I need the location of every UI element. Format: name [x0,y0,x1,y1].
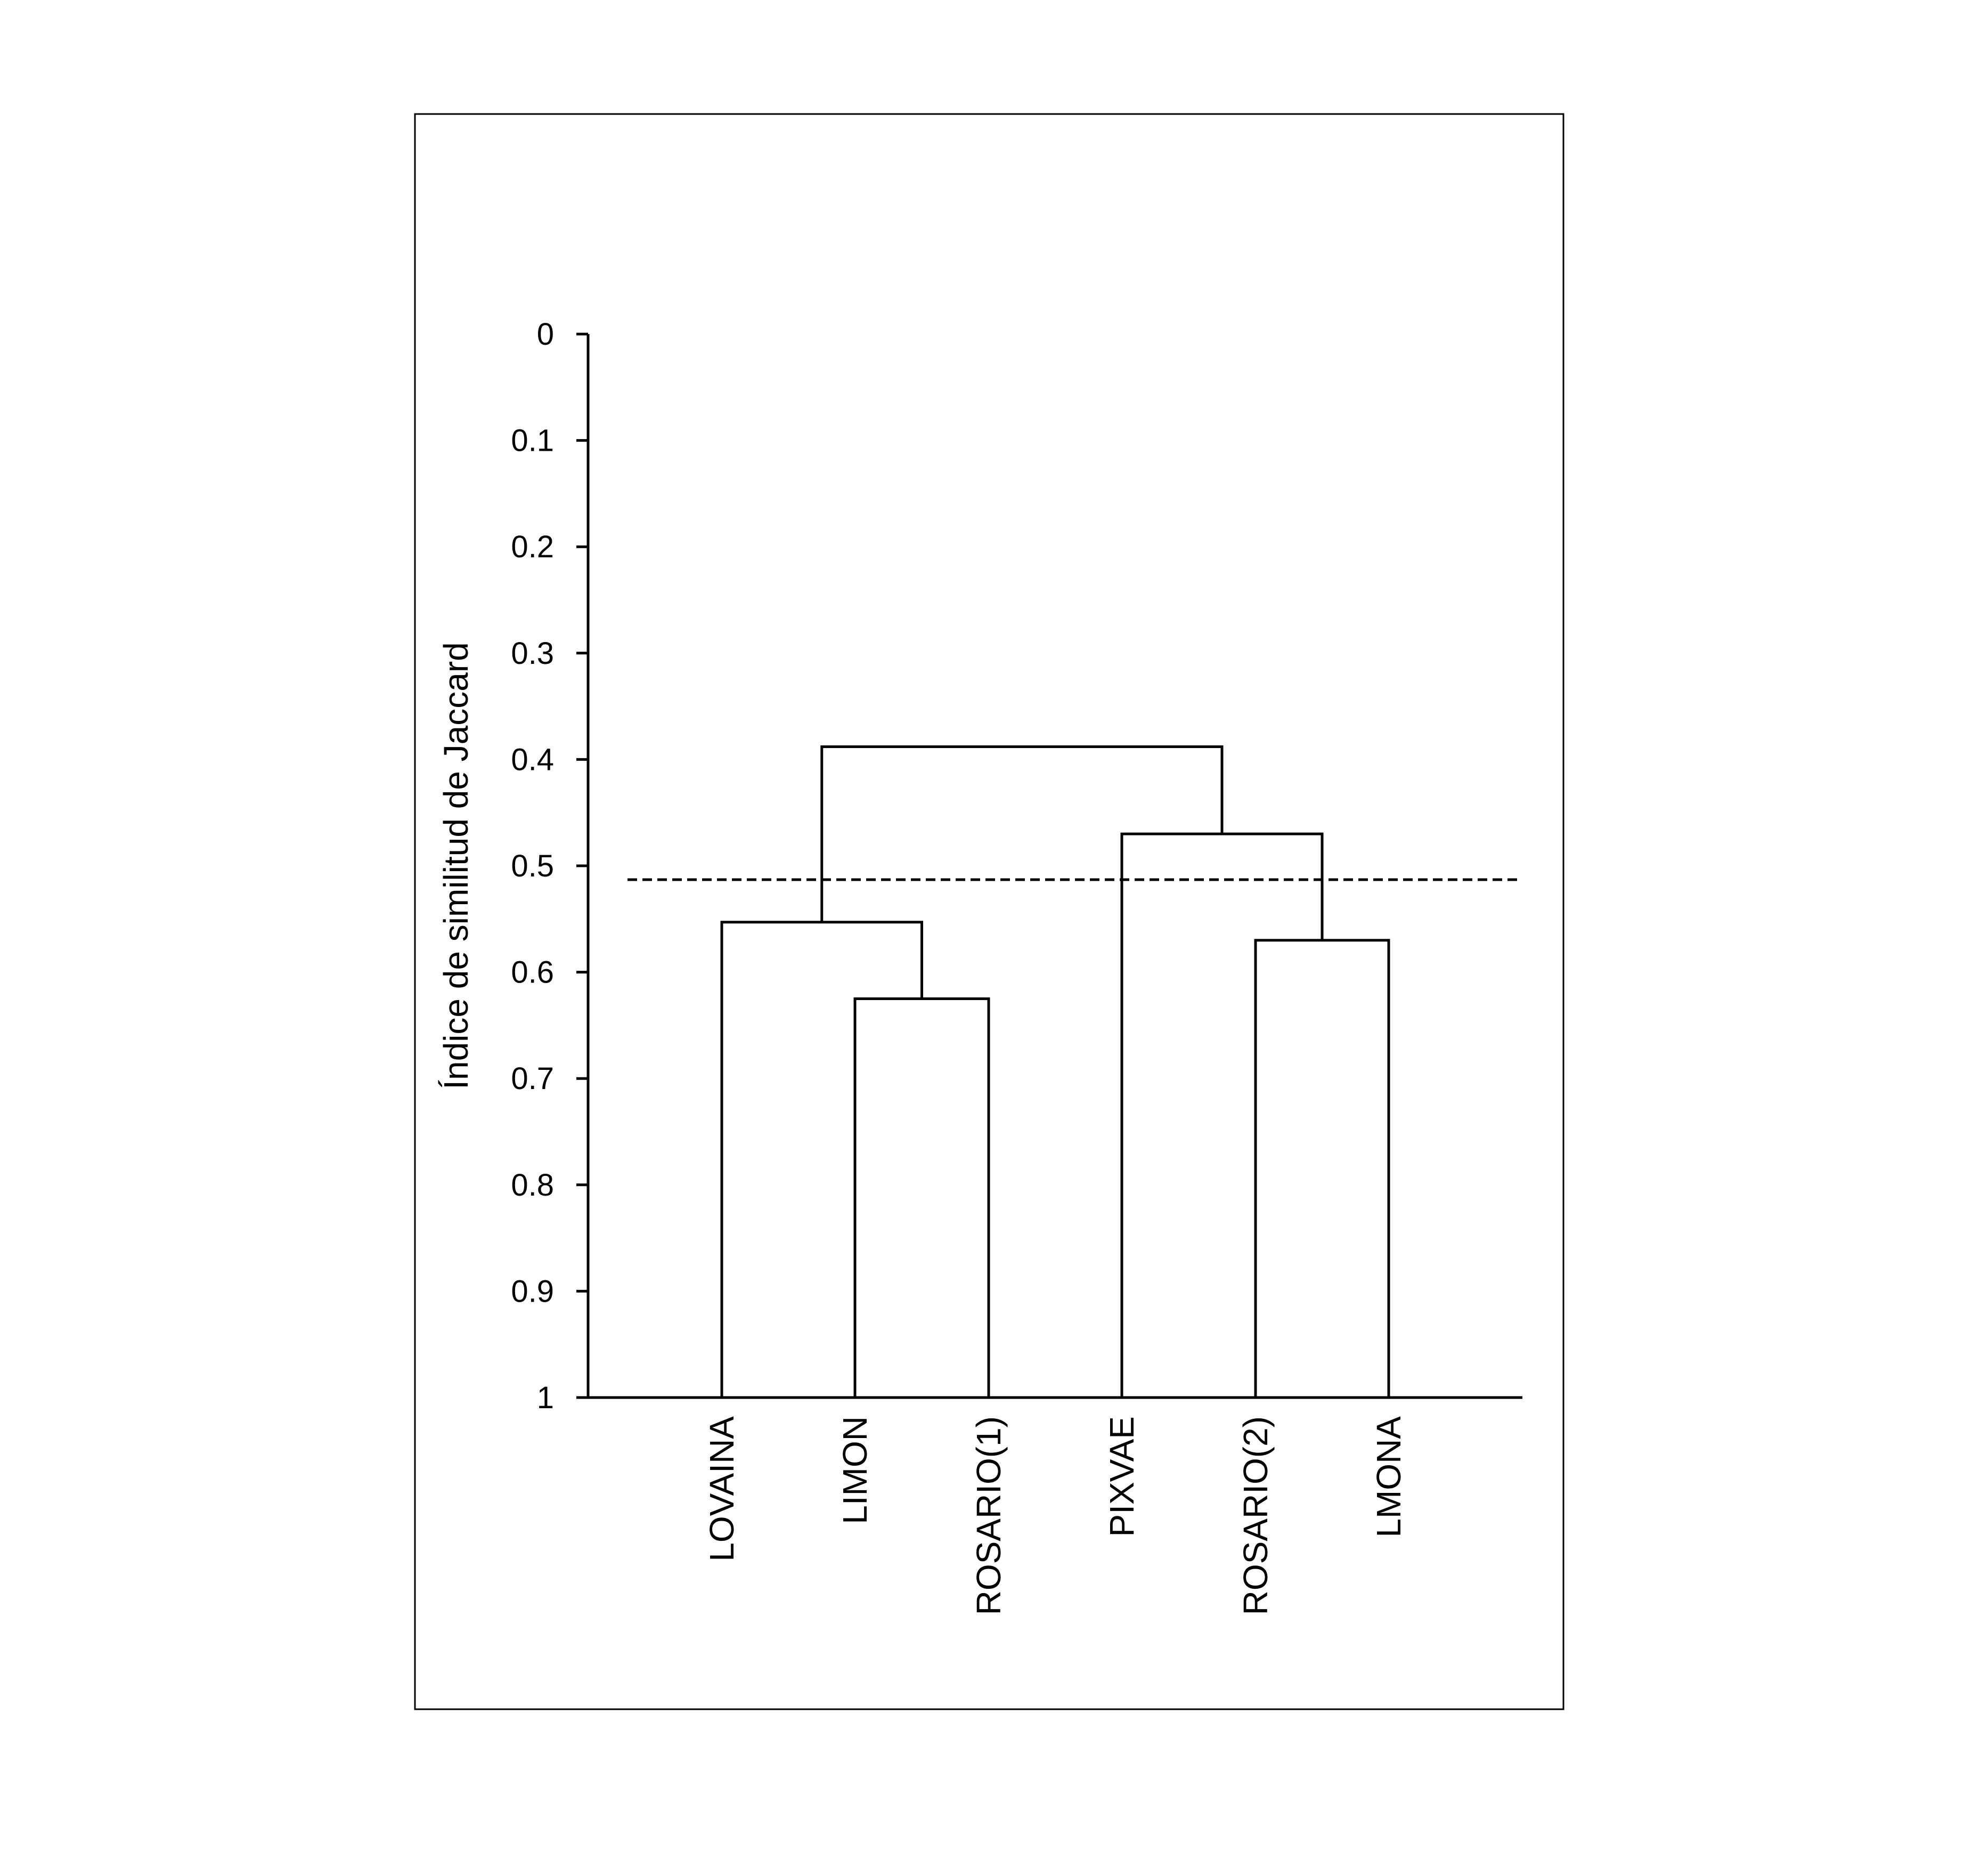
y-tick-label: 0.6 [511,955,554,990]
leaf-labels: LOVAINA LIMON ROSARIO(1) PIXVAE ROSARIO(2) LM… [703,1416,1408,1615]
y-tick-label: 0.3 [511,636,554,671]
y-tick-label: 1 [537,1380,554,1415]
leaf-label: LMONA [1370,1416,1408,1538]
plot-frame [414,113,1564,1710]
y-axis-title: Índice de similitud de Jaccard [437,642,475,1090]
dendrogram-link [853,997,990,1398]
y-tick-label: 0.8 [511,1168,554,1203]
dendrogram-link [720,921,923,1398]
leaf-label: PIXVAE [1103,1416,1141,1537]
leaf-label: ROSARIO(1) [969,1416,1008,1615]
y-tick-label: 0.5 [511,849,554,883]
leaf-label: LOVAINA [703,1416,741,1562]
leaf-label: LIMON [836,1416,874,1524]
y-tick-label: 0.9 [511,1274,554,1309]
leaf-label: ROSARIO(2) [1236,1416,1275,1615]
dendrogram-link [820,745,1224,922]
y-tick-label: 0 [537,317,554,352]
y-tick-label: 0.4 [511,742,554,777]
y-tick-label: 0.1 [511,424,554,458]
y-tick-label: 0.7 [511,1061,554,1096]
dendrogram-link [1120,832,1324,1398]
y-tick-label: 0.2 [511,530,554,564]
y-axis-ticks: 0 0.1 0.2 0.3 0.4 0.5 0.6 0.7 0.8 0.9 1 [511,317,588,1415]
dendrogram-link [1254,939,1390,1398]
dendrogram-links [720,745,1390,1398]
